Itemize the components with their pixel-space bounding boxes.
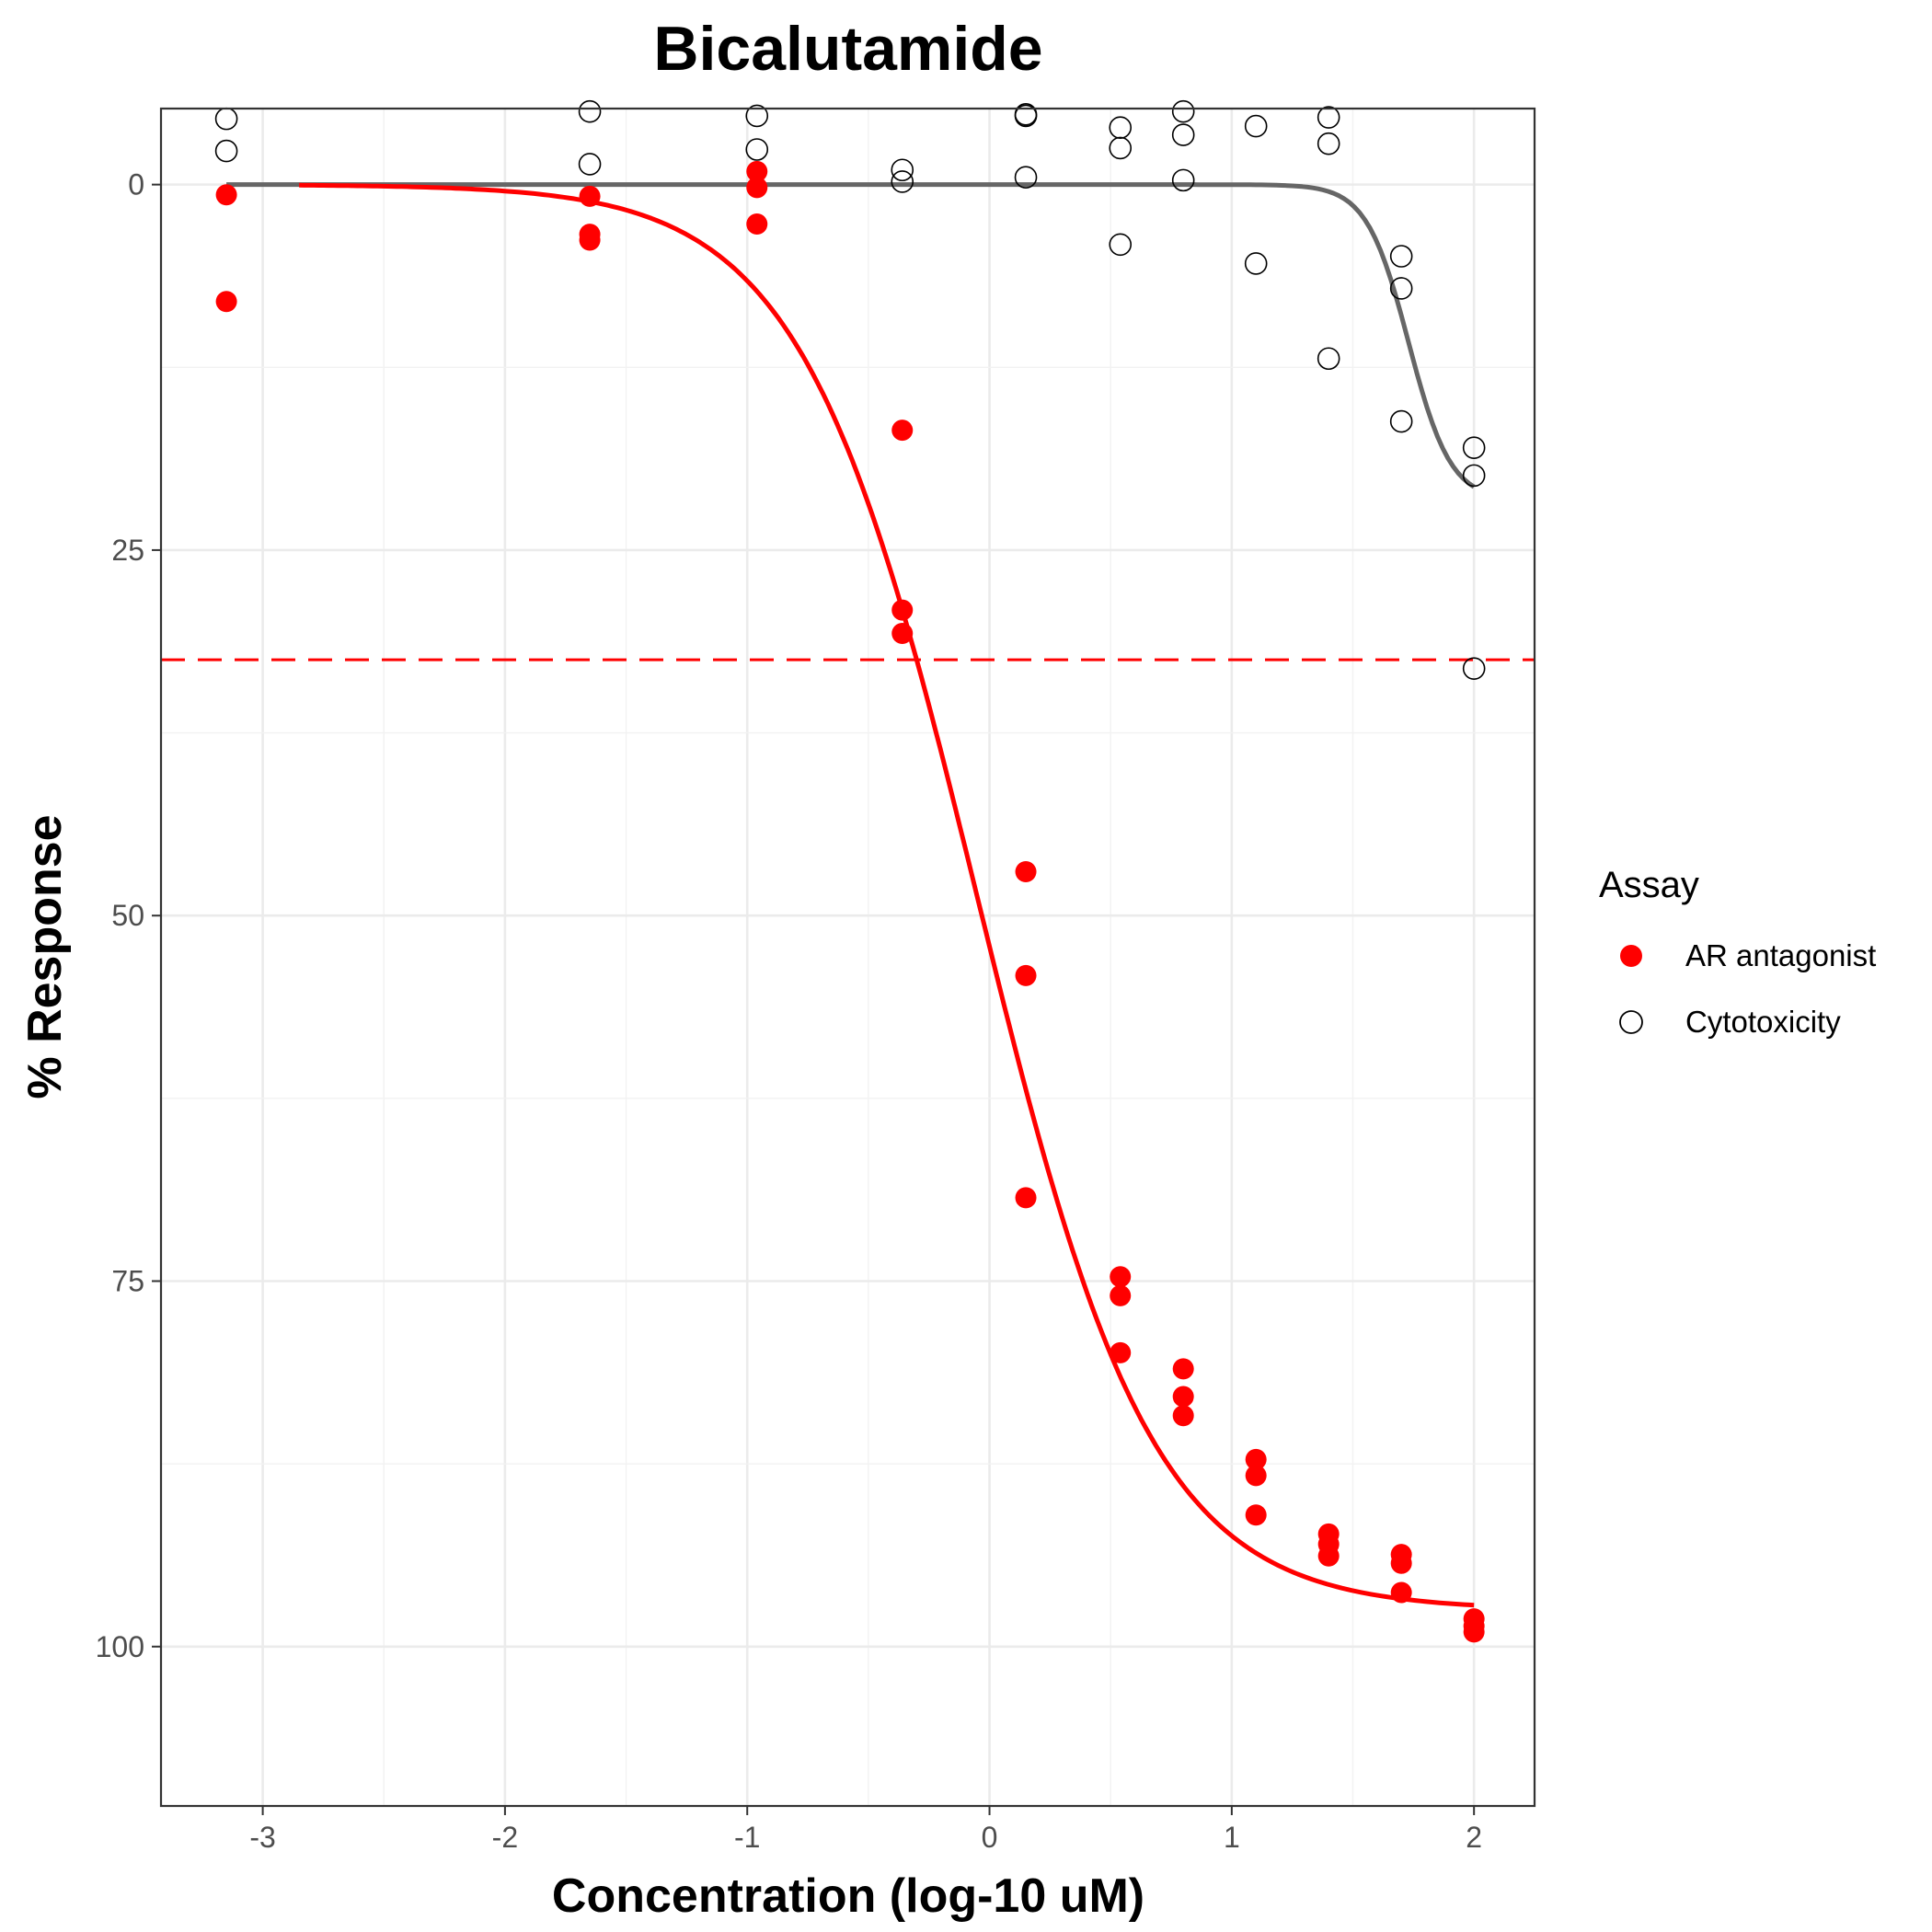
point-ar-antagonist <box>1172 1358 1194 1380</box>
point-ar-antagonist <box>746 177 768 199</box>
point-cytotoxicity <box>1244 114 1268 138</box>
point-ar-antagonist <box>579 185 601 207</box>
point-cytotoxicity <box>1389 277 1413 300</box>
point-ar-antagonist <box>1245 1504 1267 1526</box>
y-tick-label: 100 <box>96 1630 144 1663</box>
point-cytotoxicity <box>891 170 914 193</box>
point-cytotoxicity <box>1462 436 1486 459</box>
point-cytotoxicity <box>214 139 238 163</box>
x-tick-label: 0 <box>982 1821 998 1854</box>
point-ar-antagonist <box>1463 1621 1485 1643</box>
y-tick-label: 50 <box>111 899 144 932</box>
point-cytotoxicity <box>1462 657 1486 680</box>
point-ar-antagonist <box>746 213 768 236</box>
legend-title: Assay <box>1599 865 1699 905</box>
point-ar-antagonist <box>1015 1187 1037 1209</box>
legend-label-ar-antagonist: AR antagonist <box>1685 938 1876 972</box>
legend-key-ar-antagonist <box>1620 945 1642 967</box>
point-cytotoxicity <box>578 153 602 176</box>
point-cytotoxicity <box>1171 99 1195 123</box>
point-cytotoxicity <box>1244 252 1268 275</box>
fit-curves <box>226 182 1476 1608</box>
point-cytotoxicity <box>1014 166 1038 189</box>
point-cytotoxicity <box>1389 245 1413 268</box>
chart-title: Bicalutamide <box>653 14 1042 84</box>
fit-curve-ar-antagonist <box>299 182 1475 1608</box>
point-cytotoxicity <box>1014 103 1038 126</box>
point-ar-antagonist <box>215 291 237 313</box>
x-axis-ticks: -3 -2 -1 0 1 2 <box>249 1806 1482 1854</box>
point-ar-antagonist <box>1317 1545 1340 1567</box>
point-cytotoxicity <box>1171 168 1195 192</box>
point-ar-antagonist <box>891 623 914 645</box>
point-ar-antagonist <box>1015 861 1037 883</box>
point-cytotoxicity <box>1317 132 1340 155</box>
point-ar-antagonist <box>1172 1405 1194 1427</box>
point-cytotoxicity <box>1109 136 1133 160</box>
point-ar-antagonist <box>1110 1284 1132 1306</box>
x-tick-label: 2 <box>1466 1821 1482 1854</box>
point-cytotoxicity <box>1389 409 1413 433</box>
data-points <box>214 99 1486 1643</box>
legend-key-cytotoxicity <box>1619 1010 1643 1034</box>
point-ar-antagonist <box>579 229 601 251</box>
point-ar-antagonist <box>891 420 914 442</box>
point-cytotoxicity <box>1109 233 1133 257</box>
point-ar-antagonist <box>1172 1386 1194 1408</box>
x-tick-label: 1 <box>1224 1821 1240 1854</box>
legend-label-cytotoxicity: Cytotoxicity <box>1685 1005 1841 1039</box>
point-ar-antagonist <box>1390 1581 1412 1604</box>
point-cytotoxicity <box>1317 106 1340 129</box>
fit-curve-cytotoxicity <box>226 182 1476 489</box>
point-ar-antagonist <box>1245 1465 1267 1487</box>
point-ar-antagonist <box>215 184 237 206</box>
y-axis-title: % Response <box>18 814 72 1098</box>
point-cytotoxicity <box>891 158 914 182</box>
point-cytotoxicity <box>578 99 602 123</box>
point-cytotoxicity <box>1317 347 1340 371</box>
y-tick-label: 75 <box>111 1264 144 1297</box>
legend: Assay AR antagonist Cytotoxicity <box>1599 865 1876 1039</box>
point-cytotoxicity <box>1171 123 1195 146</box>
point-cytotoxicity <box>745 138 769 161</box>
x-axis-title: Concentration (log-10 uM) <box>552 1869 1144 1923</box>
x-tick-label: -1 <box>734 1821 760 1854</box>
point-cytotoxicity <box>745 104 769 128</box>
y-tick-label: 0 <box>128 168 144 201</box>
point-ar-antagonist <box>1110 1341 1132 1363</box>
point-cytotoxicity <box>1462 464 1486 488</box>
point-ar-antagonist <box>1390 1552 1412 1574</box>
y-tick-label: 25 <box>111 534 144 567</box>
point-ar-antagonist <box>1015 964 1037 986</box>
x-tick-label: -3 <box>249 1821 275 1854</box>
point-ar-antagonist <box>891 599 914 621</box>
point-ar-antagonist <box>1245 1448 1267 1470</box>
plot-panel-border <box>159 107 1536 1808</box>
x-tick-label: -2 <box>492 1821 518 1854</box>
y-axis-ticks: 0 25 50 75 100 <box>96 168 161 1663</box>
point-ar-antagonist <box>1110 1266 1132 1288</box>
point-ar-antagonist <box>746 160 768 182</box>
